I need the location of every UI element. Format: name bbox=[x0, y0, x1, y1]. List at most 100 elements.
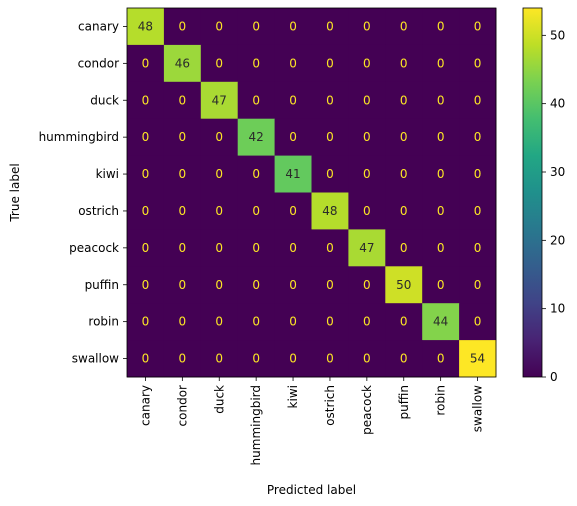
heatmap-cell bbox=[237, 8, 275, 46]
cell-value-label: 0 bbox=[289, 352, 297, 366]
y-tick-label: swallow bbox=[72, 352, 119, 366]
cell-value-label: 0 bbox=[326, 56, 334, 70]
cell-value-label: 0 bbox=[179, 130, 187, 144]
x-tick-label: duck bbox=[212, 385, 226, 414]
y-tick-label: puffin bbox=[85, 278, 119, 292]
cell-value-label: 0 bbox=[289, 278, 297, 292]
cell-value-label: 0 bbox=[326, 167, 334, 181]
x-tick-label: canary bbox=[138, 385, 152, 426]
cell-value-label: 0 bbox=[437, 241, 445, 255]
cell-value-label: 0 bbox=[474, 19, 482, 33]
cell-value-label: 0 bbox=[474, 204, 482, 218]
cell-value-label: 0 bbox=[215, 56, 223, 70]
heatmap-cell bbox=[127, 303, 165, 341]
heatmap-cell bbox=[422, 81, 460, 120]
cell-value-label: 0 bbox=[400, 93, 408, 107]
heatmap-cell bbox=[274, 155, 312, 193]
cell-value-label: 0 bbox=[400, 352, 408, 366]
cell-value-label: 0 bbox=[179, 241, 187, 255]
cell-value-label: 48 bbox=[322, 204, 337, 218]
heatmap-cell bbox=[385, 81, 423, 120]
cell-value-label: 0 bbox=[179, 315, 187, 329]
heatmap-cell bbox=[459, 155, 497, 193]
cell-value-label: 0 bbox=[437, 19, 445, 33]
cell-value-label: 0 bbox=[142, 352, 150, 366]
heatmap-cell bbox=[200, 155, 239, 193]
heatmap-cell bbox=[237, 155, 275, 193]
cell-value-label: 0 bbox=[474, 278, 482, 292]
heatmap-cell bbox=[311, 118, 349, 156]
heatmap-cell bbox=[385, 155, 423, 193]
heatmap-cell bbox=[422, 340, 460, 378]
cell-value-label: 0 bbox=[474, 130, 482, 144]
heatmap-cell bbox=[200, 266, 239, 304]
heatmap-cell bbox=[163, 155, 202, 193]
heatmap-cell bbox=[200, 118, 239, 156]
cell-value-label: 54 bbox=[470, 352, 485, 366]
y-axis-label: True label bbox=[8, 163, 22, 222]
heatmap-cell bbox=[274, 44, 312, 83]
cell-value-label: 0 bbox=[179, 93, 187, 107]
heatmap-cell bbox=[127, 229, 165, 267]
cell-value-label: 0 bbox=[400, 241, 408, 255]
heatmap-cell bbox=[348, 229, 386, 267]
cell-value-label: 47 bbox=[359, 241, 374, 255]
heatmap-cell bbox=[274, 266, 312, 304]
heatmap-cell bbox=[163, 44, 202, 83]
x-axis-ticks: canary condor duck hummingbird kiwi ostrich pe… bbox=[138, 377, 485, 465]
heatmap-cell bbox=[422, 192, 460, 230]
heatmap-cell bbox=[237, 229, 275, 267]
cell-value-label: 0 bbox=[400, 204, 408, 218]
cell-value-label: 0 bbox=[474, 167, 482, 181]
cell-value-label: 0 bbox=[437, 167, 445, 181]
cell-value-label: 50 bbox=[396, 278, 411, 292]
cell-value-label: 0 bbox=[289, 19, 297, 33]
heatmap-cell bbox=[311, 81, 349, 120]
heatmap-cell bbox=[348, 340, 386, 378]
y-tick-label: robin bbox=[88, 315, 119, 329]
heatmap-cell bbox=[422, 155, 460, 193]
x-tick-label: puffin bbox=[397, 385, 411, 419]
cell-value-label: 0 bbox=[142, 278, 150, 292]
cell-value-label: 0 bbox=[400, 130, 408, 144]
cell-value-label: 0 bbox=[326, 352, 334, 366]
cell-value-label: 0 bbox=[215, 130, 223, 144]
cell-value-label: 0 bbox=[252, 19, 260, 33]
cell-value-label: 47 bbox=[212, 93, 227, 107]
heatmap-cell bbox=[127, 81, 165, 120]
heatmap-cell bbox=[163, 303, 202, 341]
heatmap-cell bbox=[422, 303, 460, 341]
cell-value-label: 0 bbox=[215, 167, 223, 181]
cell-value-label: 0 bbox=[437, 352, 445, 366]
x-axis-label: Predicted label bbox=[267, 483, 356, 497]
cell-value-label: 0 bbox=[474, 241, 482, 255]
heatmap-cells bbox=[127, 8, 497, 378]
heatmap-cell bbox=[274, 8, 312, 46]
colorbar-tick-label: 30 bbox=[550, 165, 565, 179]
cell-value-label: 0 bbox=[326, 19, 334, 33]
heatmap-cell bbox=[163, 266, 202, 304]
heatmap-cell bbox=[311, 340, 349, 378]
heatmap-cell bbox=[385, 303, 423, 341]
cell-value-label: 0 bbox=[215, 315, 223, 329]
cell-value-label: 0 bbox=[400, 56, 408, 70]
heatmap-cell bbox=[385, 229, 423, 267]
cell-value-label: 0 bbox=[142, 93, 150, 107]
heatmap-cell bbox=[459, 340, 497, 378]
heatmap-cell bbox=[385, 266, 423, 304]
heatmap-cell bbox=[127, 118, 165, 156]
cell-value-label: 0 bbox=[179, 204, 187, 218]
cell-value-label: 0 bbox=[179, 278, 187, 292]
cell-value-label: 0 bbox=[289, 241, 297, 255]
cell-value-label: 0 bbox=[363, 278, 371, 292]
plot-frame bbox=[126, 7, 497, 378]
y-tick-label: ostrich bbox=[78, 204, 119, 218]
heatmap-cell bbox=[200, 44, 239, 83]
cell-value-label: 0 bbox=[179, 167, 187, 181]
heatmap-cell bbox=[348, 44, 386, 83]
heatmap-cell bbox=[237, 192, 275, 230]
x-tick-label: hummingbird bbox=[249, 385, 263, 465]
cell-value-label: 0 bbox=[179, 352, 187, 366]
cell-value-label: 0 bbox=[326, 130, 334, 144]
